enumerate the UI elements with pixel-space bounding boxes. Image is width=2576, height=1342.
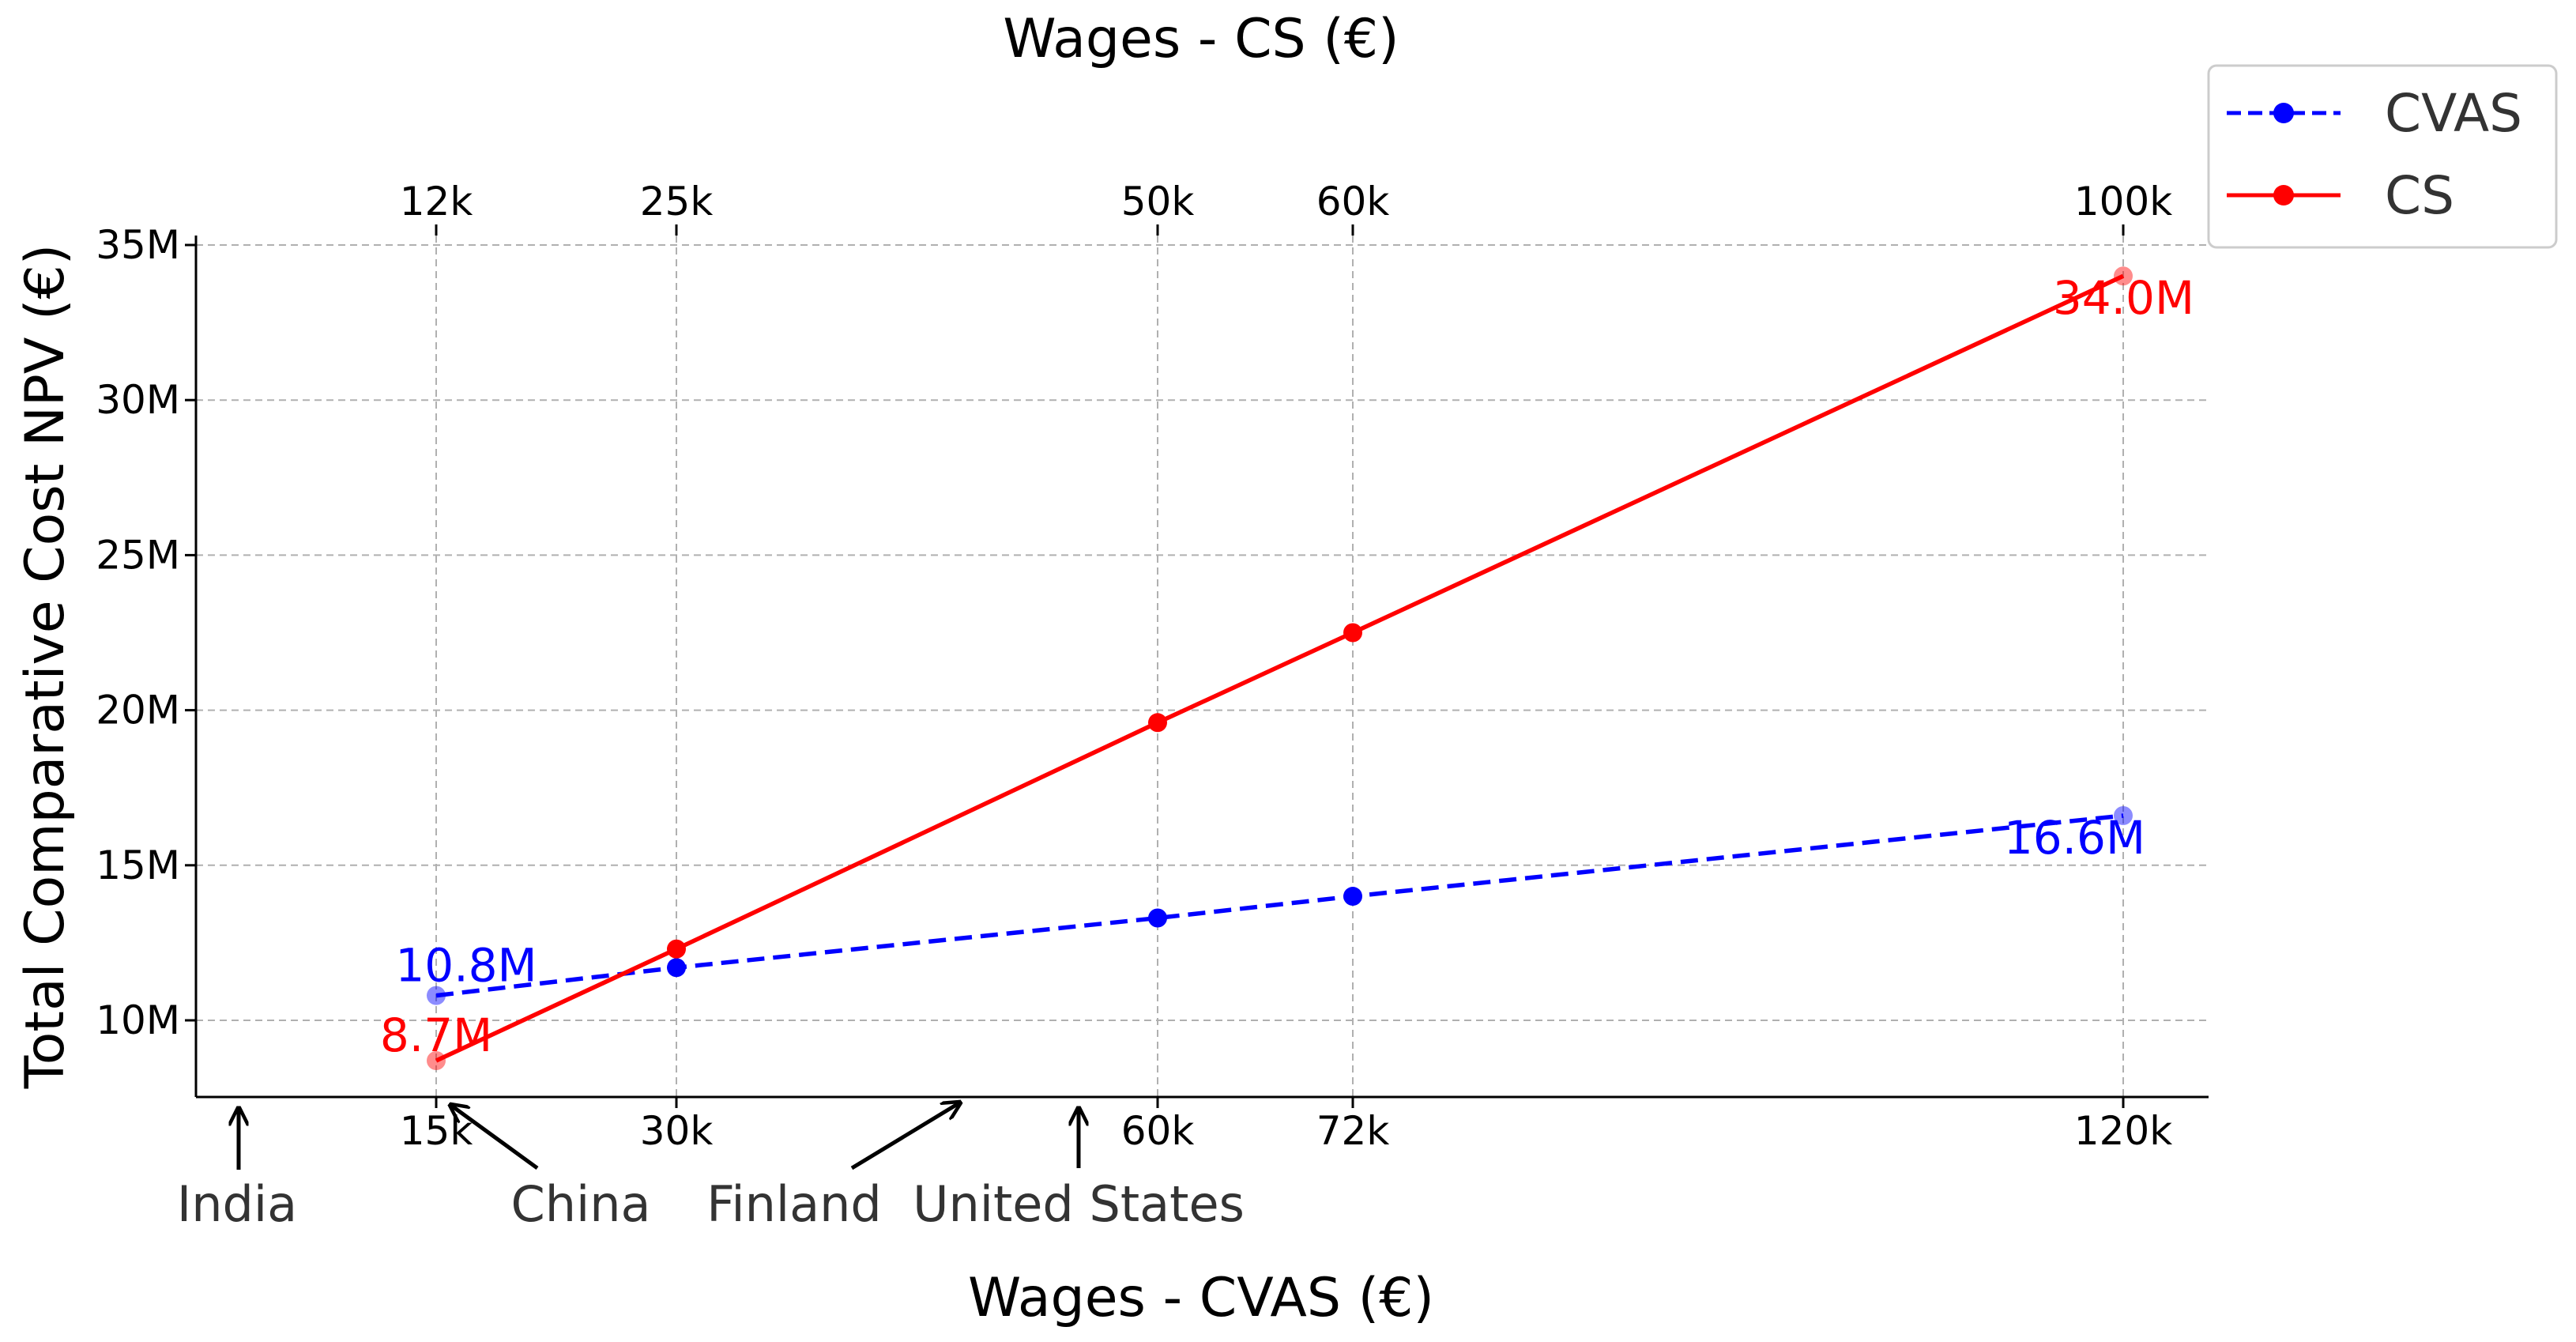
x2-axis-title: Wages - CS (€)	[1003, 8, 1399, 70]
finland-arrow	[850, 1103, 960, 1170]
x2-tick-label: 25k	[640, 179, 714, 224]
cs-point	[667, 939, 686, 959]
x-tick-label: 72k	[1316, 1108, 1390, 1154]
x2-tick-label: 12k	[400, 179, 473, 224]
legend-cs-marker	[2273, 185, 2294, 205]
cvas-point	[1343, 887, 1362, 907]
y-axis-title: Total Comparative Cost NPV (€)	[14, 244, 77, 1090]
grid	[196, 236, 2209, 1097]
y-tick-label: 35M	[96, 222, 180, 268]
legend-cvas-marker	[2273, 103, 2294, 123]
cs-series-line	[435, 273, 2125, 1063]
united-states-label: United States	[913, 1175, 1245, 1233]
y-tick-label: 10M	[96, 997, 180, 1043]
cs-value-label: 8.7M	[380, 1008, 492, 1062]
x2-tick-label: 60k	[1316, 179, 1390, 224]
y-tick-label: 30M	[96, 377, 180, 423]
cvas-value-label: 10.8M	[395, 939, 537, 993]
cs-point	[1148, 713, 1167, 733]
y-tick-label: 20M	[96, 688, 180, 733]
cs-value-label: 34.0M	[2053, 271, 2194, 325]
cs-point	[1343, 623, 1362, 643]
legend-cvas-label: CVAS	[2385, 83, 2522, 144]
x2-tick-label: 100k	[2074, 179, 2172, 224]
country-annotations: India China Finland United States	[177, 1103, 1245, 1233]
legend-cs-label: CS	[2385, 165, 2454, 226]
cvas-point	[427, 986, 446, 1005]
cvas-point	[1148, 908, 1167, 928]
value-labels: 10.8M 16.6M 8.7M 34.0M	[380, 271, 2194, 1062]
y-tick-label: 25M	[96, 532, 180, 578]
cs-point	[427, 1051, 446, 1071]
x-tick-label: 120k	[2074, 1108, 2172, 1154]
cvas-point	[667, 958, 686, 978]
x-tick-label: 60k	[1121, 1108, 1195, 1154]
axes	[194, 236, 2209, 1099]
cs-point	[2114, 266, 2133, 286]
cvas-point	[2114, 806, 2133, 826]
china-arrow	[450, 1105, 539, 1170]
cvas-series-line	[435, 813, 2124, 998]
x-tick-label: 30k	[640, 1108, 714, 1154]
india-label: India	[177, 1175, 297, 1233]
series	[427, 266, 2133, 1071]
legend: CVAS CS	[2207, 64, 2558, 249]
finland-label: Finland	[706, 1175, 882, 1233]
x-axis-title: Wages - CVAS (€)	[968, 1267, 1434, 1329]
x2-tick-label: 50k	[1121, 179, 1195, 224]
cvas-value-label: 16.6M	[2004, 811, 2145, 865]
china-label: China	[510, 1175, 650, 1233]
y-tick-label: 15M	[96, 843, 180, 888]
